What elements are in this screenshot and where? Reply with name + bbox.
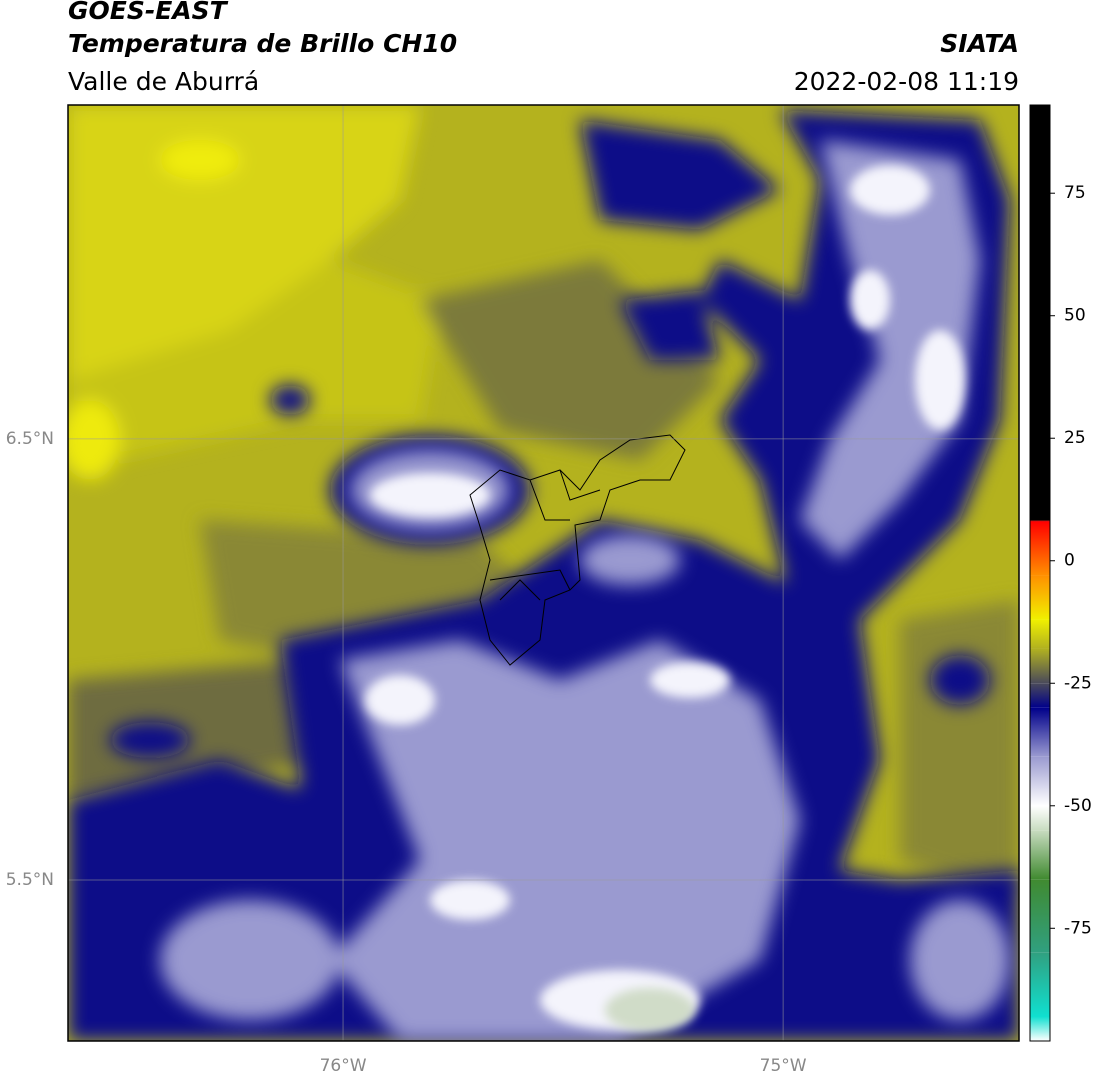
colorbar-frame — [1029, 104, 1051, 1042]
colorbar-segment — [1030, 707, 1050, 757]
colorbar-segment — [1030, 879, 1050, 953]
colorbar-segment — [1030, 830, 1050, 880]
colorbar: 75 50 25 0 -25 -50 -75 — [1030, 105, 1092, 1041]
colorbar-tick-label: -25 — [1064, 673, 1092, 693]
title: GOES-EAST — [68, 0, 229, 25]
datetime: 2022-02-08 11:19 — [794, 67, 1019, 96]
colorbar-segment — [1030, 105, 1050, 521]
y-tick-label: 6.5°N — [6, 429, 54, 449]
colorbar-segment — [1030, 756, 1050, 806]
map-frame — [67, 104, 1020, 1042]
x-tick-label: 75°W — [760, 1056, 807, 1076]
colorbar-segment — [1030, 1016, 1050, 1041]
agency: SIATA — [940, 29, 1019, 58]
subtitle: Temperatura de Brillo CH10 — [68, 29, 457, 58]
colorbar-segment — [1030, 952, 1050, 1017]
colorbar-tick-label: 25 — [1064, 428, 1086, 448]
x-tick-label: 76°W — [320, 1056, 367, 1076]
colorbar-segment — [1030, 805, 1050, 831]
colorbar-tick-label: 0 — [1064, 551, 1075, 571]
colorbar-segment — [1030, 619, 1050, 649]
y-tick-label: 5.5°N — [6, 870, 54, 890]
colorbar-tick-label: 50 — [1064, 306, 1086, 326]
colorbar-tick-label: -75 — [1064, 918, 1092, 938]
colorbar-segment — [1030, 575, 1050, 620]
colorbar-tick-label: 75 — [1064, 183, 1086, 203]
graticule: 76°W 75°W 6.5°N 5.5°N — [6, 105, 1019, 1076]
colorbar-tick-label: -50 — [1064, 796, 1092, 816]
colorbar-segment — [1030, 520, 1050, 522]
satellite-image — [68, 105, 1019, 1041]
colorbar-segment — [1030, 683, 1050, 708]
colorbar-segment — [1030, 521, 1050, 576]
colorbar-segment — [1030, 648, 1050, 684]
region: Valle de Aburrá — [68, 67, 259, 96]
